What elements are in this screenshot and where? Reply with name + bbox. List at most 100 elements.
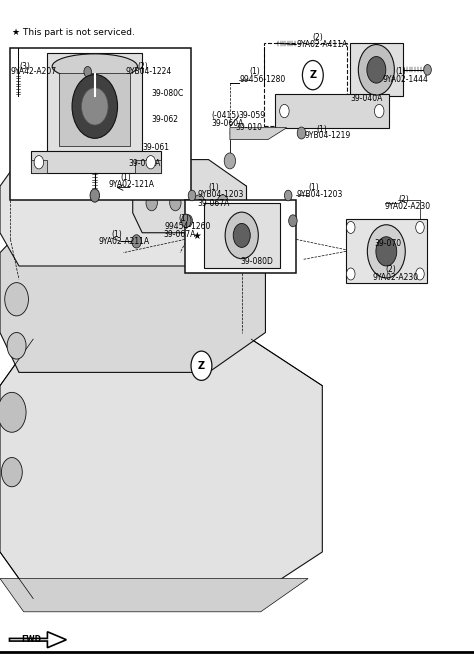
Text: 99454-1260: 99454-1260	[164, 221, 210, 231]
Circle shape	[358, 45, 394, 95]
Text: (1): (1)	[317, 124, 328, 134]
Circle shape	[90, 189, 100, 202]
Circle shape	[146, 195, 157, 211]
Circle shape	[225, 212, 258, 259]
Polygon shape	[31, 151, 161, 173]
Circle shape	[205, 174, 212, 185]
Polygon shape	[0, 160, 246, 266]
Circle shape	[376, 237, 397, 266]
Circle shape	[170, 195, 181, 211]
Text: ★: ★	[192, 231, 201, 241]
Text: 99456-1280: 99456-1280	[239, 75, 286, 84]
Circle shape	[5, 283, 28, 316]
Text: 39-080D: 39-080D	[241, 257, 273, 266]
Polygon shape	[204, 203, 280, 268]
Circle shape	[91, 174, 99, 185]
Circle shape	[82, 88, 108, 125]
Text: 39-062: 39-062	[152, 115, 179, 124]
Text: (2): (2)	[385, 265, 396, 275]
Text: (3): (3)	[19, 62, 30, 71]
Circle shape	[416, 221, 424, 233]
Circle shape	[146, 156, 155, 169]
Circle shape	[53, 174, 61, 185]
Circle shape	[346, 221, 355, 233]
Circle shape	[188, 190, 196, 201]
Circle shape	[1, 458, 22, 487]
Polygon shape	[135, 160, 161, 173]
Circle shape	[224, 153, 236, 169]
Text: (2): (2)	[137, 62, 148, 71]
Text: (-0415): (-0415)	[211, 111, 239, 120]
Polygon shape	[31, 160, 47, 173]
Text: ★: ★	[234, 235, 242, 246]
Circle shape	[284, 190, 292, 201]
Circle shape	[132, 235, 141, 248]
Text: (2): (2)	[313, 33, 324, 42]
Text: Z: Z	[198, 360, 205, 371]
Circle shape	[167, 174, 174, 185]
Text: 9YB04-1203: 9YB04-1203	[296, 190, 343, 200]
Text: 9YA02-1444: 9YA02-1444	[383, 75, 429, 84]
Text: 39-059: 39-059	[239, 111, 266, 120]
Text: 9YB04-1219: 9YB04-1219	[305, 131, 351, 140]
Text: 39-010: 39-010	[236, 123, 263, 132]
Circle shape	[297, 127, 306, 139]
Polygon shape	[133, 160, 246, 233]
Text: 39-067A: 39-067A	[197, 199, 229, 208]
Polygon shape	[230, 128, 287, 140]
Text: (1): (1)	[250, 67, 261, 76]
Bar	[185, 200, 296, 273]
Text: 9YB04-1203: 9YB04-1203	[197, 190, 244, 200]
Circle shape	[129, 174, 137, 185]
Polygon shape	[59, 73, 130, 146]
Text: 39-070: 39-070	[374, 239, 401, 248]
Circle shape	[302, 61, 323, 90]
Circle shape	[193, 195, 205, 211]
Text: 39-061: 39-061	[142, 143, 169, 152]
Circle shape	[191, 351, 212, 380]
Circle shape	[84, 66, 91, 77]
Polygon shape	[350, 43, 403, 96]
Text: Z: Z	[309, 70, 317, 80]
Circle shape	[289, 215, 297, 227]
Polygon shape	[0, 579, 308, 612]
Circle shape	[233, 223, 250, 247]
Text: 9YB04-1224: 9YB04-1224	[126, 67, 172, 76]
Circle shape	[184, 215, 192, 227]
Text: 9YA02-121A: 9YA02-121A	[108, 180, 154, 190]
Polygon shape	[9, 632, 66, 648]
Circle shape	[424, 65, 431, 75]
Text: (1): (1)	[396, 67, 407, 76]
Circle shape	[72, 74, 118, 138]
Bar	[10, 48, 191, 199]
Circle shape	[280, 104, 289, 118]
Circle shape	[367, 225, 405, 278]
Circle shape	[182, 214, 191, 227]
Bar	[264, 43, 347, 126]
Text: 39-060A: 39-060A	[211, 119, 243, 128]
Text: 9YA02-A230: 9YA02-A230	[373, 273, 419, 282]
Polygon shape	[47, 53, 142, 163]
Polygon shape	[275, 94, 389, 128]
Text: (1): (1)	[121, 173, 132, 182]
Text: 39-040A: 39-040A	[351, 94, 383, 103]
Text: 9YA02-A211A: 9YA02-A211A	[99, 237, 150, 246]
Text: 9YA02-A411A: 9YA02-A411A	[296, 40, 347, 49]
Circle shape	[34, 156, 44, 169]
Polygon shape	[0, 339, 322, 598]
Text: 9YA42-A207: 9YA42-A207	[10, 67, 56, 76]
Circle shape	[374, 104, 384, 118]
Text: ★ This part is not serviced.: ★ This part is not serviced.	[12, 28, 135, 37]
Circle shape	[7, 332, 26, 359]
Text: (2): (2)	[398, 195, 409, 204]
Text: (1): (1)	[209, 183, 219, 192]
Ellipse shape	[52, 54, 137, 79]
Circle shape	[367, 57, 386, 83]
Text: 39-059A: 39-059A	[128, 159, 160, 168]
Circle shape	[346, 268, 355, 280]
Circle shape	[416, 268, 424, 280]
Text: FWD: FWD	[21, 635, 41, 644]
Polygon shape	[0, 233, 265, 372]
Text: 39-080C: 39-080C	[152, 88, 184, 98]
Text: 9YA02-A230: 9YA02-A230	[385, 201, 431, 211]
